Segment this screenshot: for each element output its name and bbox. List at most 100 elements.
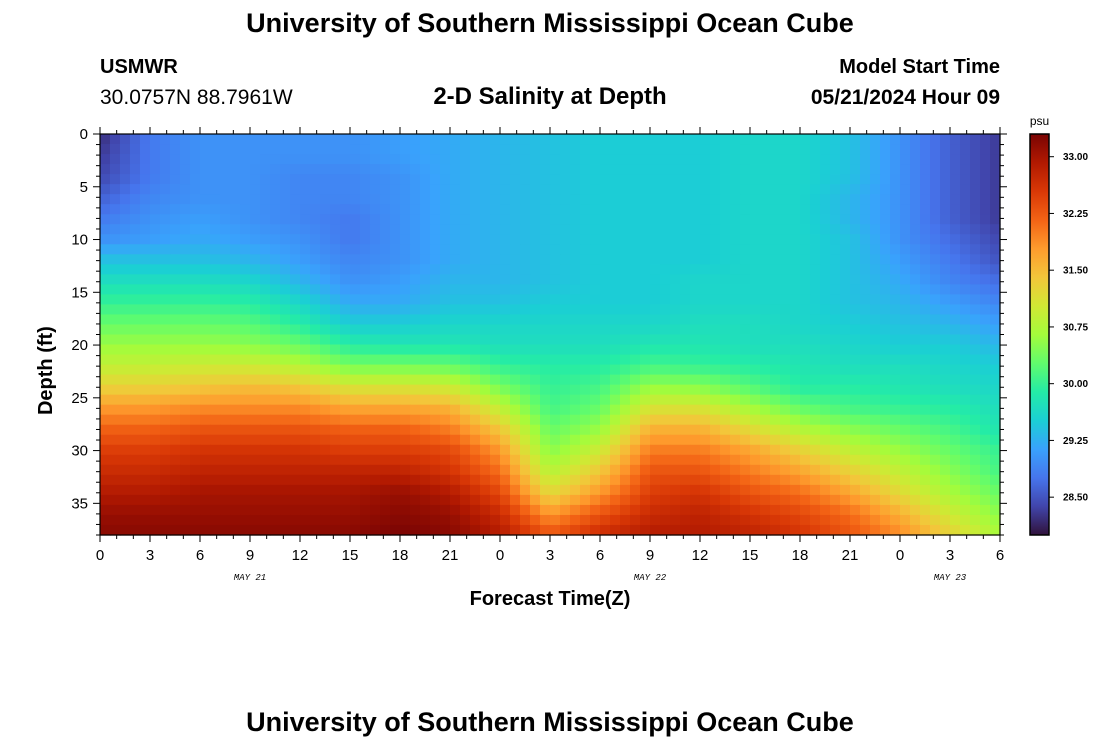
heatmap-cell bbox=[580, 154, 591, 165]
heatmap-cell bbox=[690, 304, 701, 316]
heatmap-cell bbox=[550, 334, 561, 346]
heatmap-cell bbox=[830, 244, 841, 255]
heatmap-cell bbox=[590, 164, 601, 175]
heatmap-cell bbox=[480, 504, 491, 516]
heatmap-cell bbox=[400, 184, 411, 195]
heatmap-cell bbox=[440, 514, 451, 526]
heatmap-cell bbox=[940, 454, 951, 466]
heatmap-cell bbox=[630, 134, 641, 145]
heatmap-cell bbox=[560, 504, 571, 516]
heatmap-cell bbox=[570, 324, 581, 336]
heatmap-cell bbox=[720, 474, 731, 486]
heatmap-cell bbox=[590, 524, 601, 536]
heatmap-cell bbox=[650, 174, 661, 185]
heatmap-cell bbox=[570, 154, 581, 165]
heatmap-cell bbox=[600, 444, 611, 456]
heatmap-cell bbox=[140, 294, 151, 306]
heatmap-cell bbox=[410, 504, 421, 516]
heatmap-cell bbox=[780, 334, 791, 346]
heatmap-cell bbox=[220, 234, 231, 245]
heatmap-cell bbox=[200, 164, 211, 175]
heatmap-cell bbox=[140, 354, 151, 366]
heatmap-cell bbox=[450, 334, 461, 346]
heatmap-cell bbox=[550, 514, 561, 526]
heatmap-cell bbox=[720, 494, 731, 506]
heatmap-cell bbox=[230, 294, 241, 306]
heatmap-cell bbox=[500, 444, 511, 456]
heatmap-cell bbox=[460, 374, 471, 386]
heatmap-cell bbox=[770, 284, 781, 296]
heatmap-cell bbox=[270, 434, 281, 446]
heatmap-cell bbox=[190, 244, 201, 255]
heatmap-cell bbox=[870, 494, 881, 506]
heatmap-cell bbox=[680, 244, 691, 255]
heatmap-cell bbox=[720, 214, 731, 225]
heatmap-cell bbox=[660, 464, 671, 476]
heatmap-cell bbox=[320, 204, 331, 215]
heatmap-cell bbox=[760, 364, 771, 376]
heatmap-cell bbox=[230, 134, 241, 145]
heatmap-cell bbox=[820, 474, 831, 486]
heatmap-cell bbox=[650, 454, 661, 466]
heatmap-cell bbox=[210, 524, 221, 536]
heatmap-cell bbox=[590, 404, 601, 416]
heatmap-cell bbox=[760, 314, 771, 326]
heatmap-cell bbox=[100, 454, 111, 466]
heatmap-cell bbox=[740, 384, 751, 396]
heatmap-cell bbox=[790, 144, 801, 155]
heatmap-cell bbox=[630, 154, 641, 165]
heatmap-cell bbox=[270, 474, 281, 486]
station-id: USMWR bbox=[100, 56, 178, 78]
heatmap-cell bbox=[320, 334, 331, 346]
heatmap-cell bbox=[650, 304, 661, 316]
heatmap-cell bbox=[270, 444, 281, 456]
heatmap-cell bbox=[540, 514, 551, 526]
heatmap-cell bbox=[710, 424, 721, 436]
heatmap-cell bbox=[750, 224, 761, 235]
heatmap-cell bbox=[860, 414, 871, 426]
heatmap-cell bbox=[430, 314, 441, 326]
heatmap-cell bbox=[940, 244, 951, 255]
heatmap-cell bbox=[430, 164, 441, 175]
heatmap-cell bbox=[170, 234, 181, 245]
heatmap-cell bbox=[590, 464, 601, 476]
heatmap-cell bbox=[140, 394, 151, 406]
heatmap-cell bbox=[980, 274, 991, 285]
heatmap-cell bbox=[820, 394, 831, 406]
heatmap-cell bbox=[190, 274, 201, 285]
heatmap-cell bbox=[300, 284, 311, 296]
heatmap-cell bbox=[130, 484, 141, 496]
heatmap-cell bbox=[160, 284, 171, 296]
heatmap-cell bbox=[740, 344, 751, 356]
heatmap-cell bbox=[830, 414, 841, 426]
heatmap-cell bbox=[140, 234, 151, 245]
heatmap-cell bbox=[700, 184, 711, 195]
heatmap-cell bbox=[240, 244, 251, 255]
heatmap-cell bbox=[960, 354, 971, 366]
heatmap-cell bbox=[900, 134, 911, 145]
heatmap-cell bbox=[800, 454, 811, 466]
heatmap-cell bbox=[420, 444, 431, 456]
heatmap-cell bbox=[440, 334, 451, 346]
heatmap-cell bbox=[930, 524, 941, 536]
heatmap-cell bbox=[350, 364, 361, 376]
heatmap-cell bbox=[340, 414, 351, 426]
heatmap-cell bbox=[430, 414, 441, 426]
heatmap-cell bbox=[500, 224, 511, 235]
heatmap-cell bbox=[320, 444, 331, 456]
heatmap-cell bbox=[770, 324, 781, 336]
heatmap-cell bbox=[350, 204, 361, 215]
heatmap-cell bbox=[690, 144, 701, 155]
heatmap-cell bbox=[510, 184, 521, 195]
heatmap-cell bbox=[370, 444, 381, 456]
heatmap-cell bbox=[880, 164, 891, 175]
heatmap-cell bbox=[110, 474, 121, 486]
heatmap-cell bbox=[430, 284, 441, 296]
heatmap-cell bbox=[340, 174, 351, 185]
heatmap-cell bbox=[590, 334, 601, 346]
heatmap-cell bbox=[720, 164, 731, 175]
heatmap-cell bbox=[950, 444, 961, 456]
heatmap-cell bbox=[170, 394, 181, 406]
heatmap-cell bbox=[810, 174, 821, 185]
heatmap-cell bbox=[500, 134, 511, 145]
